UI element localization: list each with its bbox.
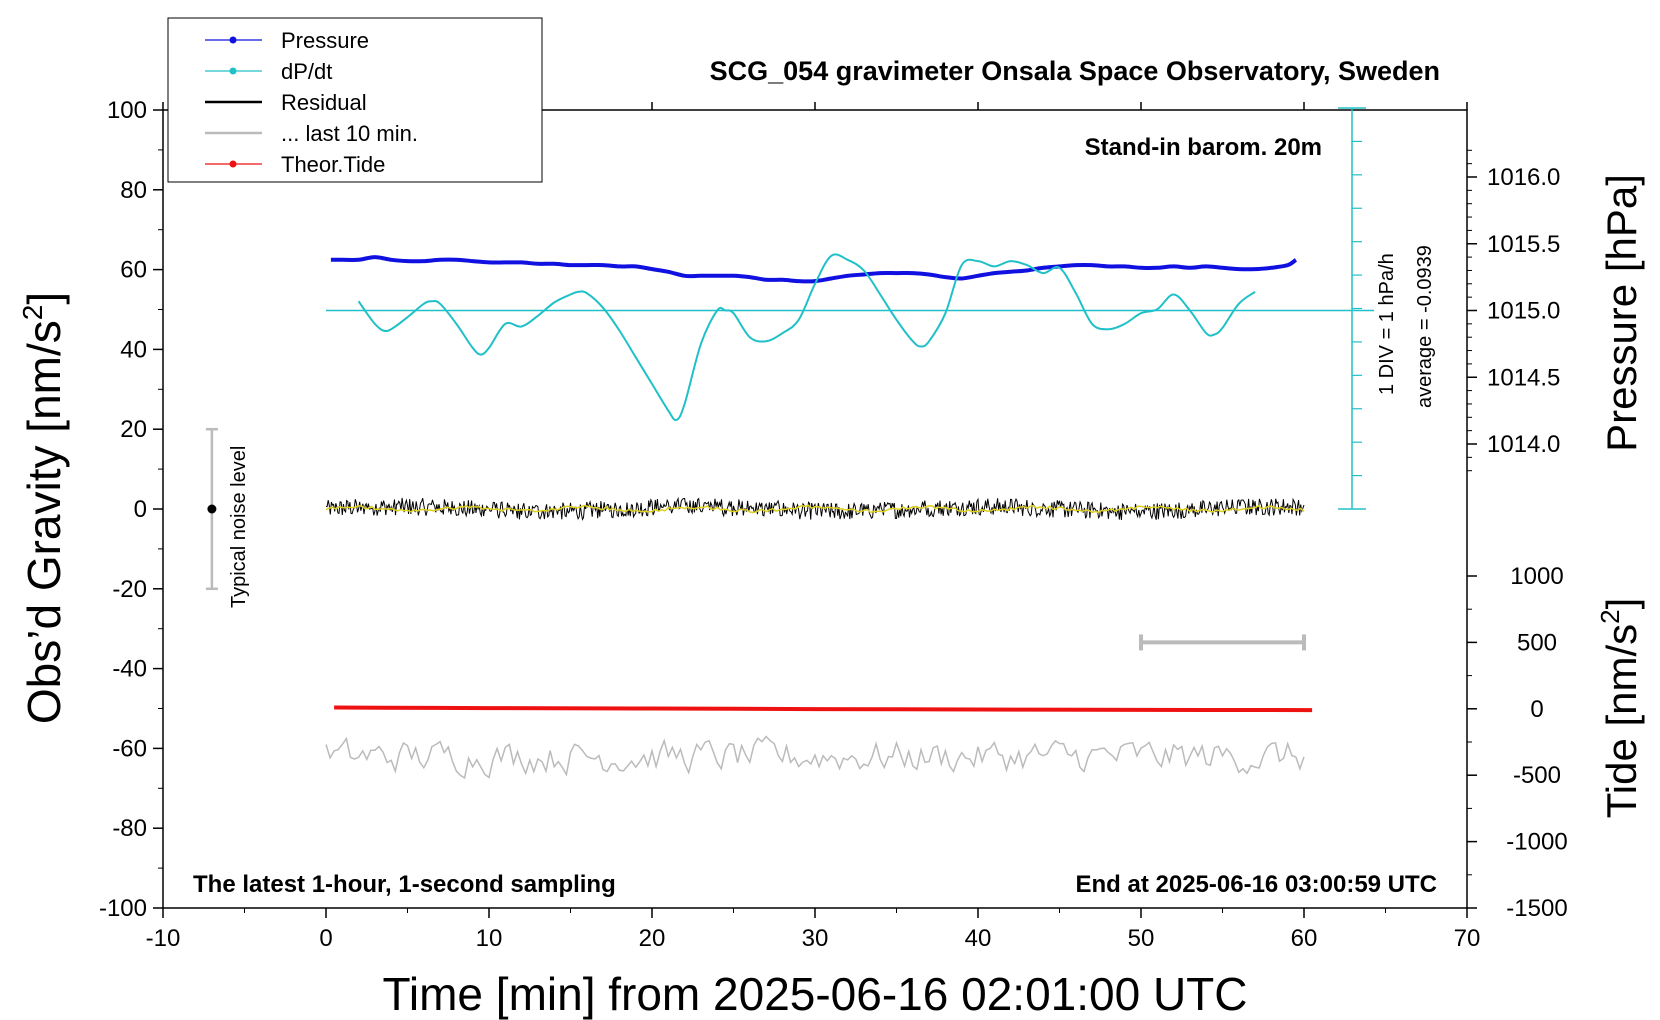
y-axis-pressure: 1016.0 1015.5 1015.0 1014.5 1014.0 [1467, 149, 1560, 472]
noise-label: Typical noise level [228, 446, 250, 608]
x-tick-label: 10 [476, 925, 503, 952]
legend-label-last-10-min: ... last 10 min. [281, 121, 418, 146]
y-tick-label: -20 [112, 576, 147, 603]
legend-label-dp-dt: dP/dt [281, 59, 332, 84]
y-axis-tide-title-close: ] [1598, 598, 1645, 610]
x-tick-label: 30 [802, 925, 829, 952]
pressure-tick-label: 1016.0 [1487, 164, 1560, 191]
y-tick-label: 40 [120, 336, 147, 363]
y-axis-left-title-text: Obs’d Gravity [nm/s [18, 320, 70, 724]
y-tick-label: -80 [112, 815, 147, 842]
tide-tick-label: -500 [1513, 762, 1561, 789]
tide-tick-label: 0 [1530, 696, 1543, 723]
legend-label-residual: Residual [281, 90, 367, 115]
y-tick-label: -40 [112, 656, 147, 683]
series-layer [325, 253, 1313, 780]
y-axis-tide-title-sup: 2 [1595, 609, 1625, 623]
series-dp-dt [357, 253, 1256, 422]
y-axis-tide: 1000 500 0 -500 -1000 -1500 [1467, 563, 1568, 922]
bottom-left-note: The latest 1-hour, 1-second sampling [193, 871, 616, 898]
legend-label-theor-tide: Theor.Tide [281, 152, 385, 177]
y-axis-left-title-close: ] [18, 292, 70, 305]
y-axis-tide-title-text: Tide [nm/s [1598, 624, 1645, 819]
series-residual-smoothed [325, 504, 1305, 514]
div-label: 1 DIV = 1 hPa/h [1376, 253, 1398, 395]
dpdt-scale-bar [1338, 107, 1366, 510]
y-axis-pressure-title: Pressure [hPa] [1598, 174, 1645, 452]
x-axis-title: Time [min] from 2025-06-16 02:01:00 UTC [383, 968, 1248, 1020]
legend-marker-pressure [229, 36, 237, 44]
chart-title: SCG_054 gravimeter Onsala Space Observat… [710, 56, 1440, 86]
legend: Pressure dP/dt Residual ... last 10 min. The… [167, 17, 543, 183]
y-axis-left: 100 80 60 40 20 0 -20 -40 -60 -80 -100 [99, 97, 163, 922]
last-10-min-bar [1139, 634, 1306, 651]
series-residual [325, 496, 1305, 521]
pressure-tick-label: 1014.0 [1487, 431, 1560, 458]
pressure-tick-label: 1015.0 [1487, 298, 1560, 325]
x-tick-label: -10 [146, 925, 181, 952]
tide-tick-label: 1000 [1510, 563, 1563, 590]
y-tick-label: 100 [107, 97, 147, 124]
x-tick-label: 20 [639, 925, 666, 952]
chart-subtitle: Stand-in barom. 20m [1085, 134, 1322, 161]
y-tick-label: -100 [99, 895, 147, 922]
bottom-right-note: End at 2025-06-16 03:00:59 UTC [1076, 871, 1438, 898]
legend-marker-theor-tide [229, 160, 237, 168]
y-tick-label: -60 [112, 735, 147, 762]
x-tick-label: 0 [319, 925, 332, 952]
y-axis-tide-title: Tide [nm/s2] [1595, 598, 1645, 819]
y-tick-label: 0 [134, 496, 147, 523]
x-tick-label: 70 [1454, 925, 1481, 952]
series-pressure [330, 255, 1298, 284]
y-tick-label: 20 [120, 416, 147, 443]
series-theor-tide [334, 705, 1313, 713]
y-axis-left-title-sup: 2 [17, 305, 48, 321]
pressure-tick-label: 1014.5 [1487, 364, 1560, 391]
legend-label-pressure: Pressure [281, 28, 369, 53]
legend-marker-dp-dt [229, 67, 237, 75]
tide-tick-label: 500 [1517, 629, 1557, 656]
y-tick-label: 60 [120, 257, 147, 284]
x-tick-label: 60 [1291, 925, 1318, 952]
y-tick-label: 80 [120, 177, 147, 204]
legend-box [167, 17, 543, 183]
average-label: average = -0.0939 [1414, 245, 1436, 408]
x-axis: -10 0 10 20 30 40 50 60 70 [146, 102, 1481, 952]
tide-tick-label: -1500 [1506, 895, 1567, 922]
pressure-tick-label: 1015.5 [1487, 231, 1560, 258]
tide-tick-label: -1000 [1506, 829, 1567, 856]
noise-level-bar [205, 427, 218, 591]
noise-bar-center [207, 504, 217, 514]
y-axis-left-title: Obs’d Gravity [nm/s2] [17, 292, 70, 724]
x-tick-label: 50 [1128, 925, 1155, 952]
series-last-10-min [325, 735, 1305, 780]
x-tick-label: 40 [965, 925, 992, 952]
